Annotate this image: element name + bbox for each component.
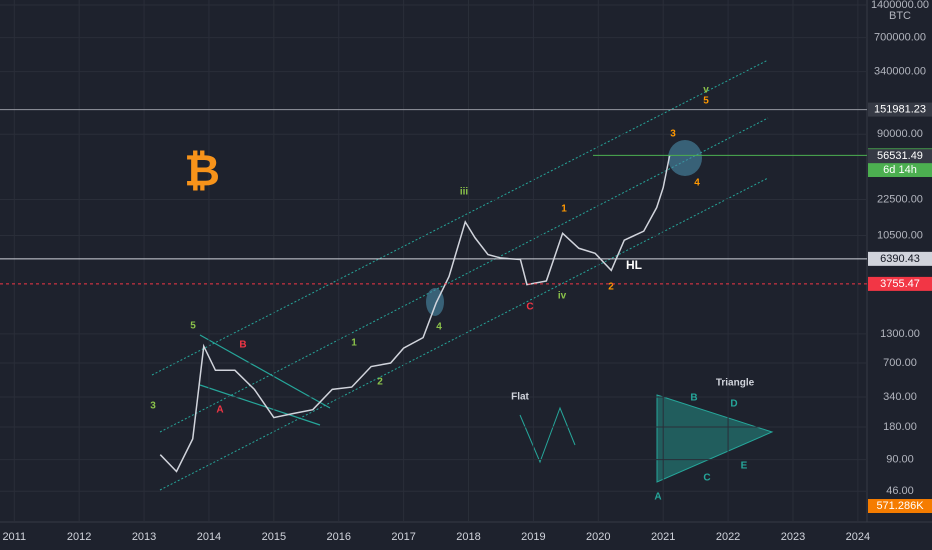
x-tick-label: 2014 bbox=[197, 531, 221, 543]
wave-label: iv bbox=[558, 291, 567, 302]
wave-label: B bbox=[690, 393, 697, 404]
flat-pattern bbox=[519, 406, 576, 464]
x-tick-label: 2019 bbox=[521, 531, 545, 543]
wave-label: 2 bbox=[608, 282, 614, 293]
wave-label: iii bbox=[460, 187, 469, 198]
wave-label: 5 bbox=[190, 321, 196, 332]
wave-label: 1 bbox=[561, 204, 567, 215]
x-tick-label: 2012 bbox=[67, 531, 91, 543]
symbol: BTC bbox=[889, 10, 911, 22]
wave-label: 4 bbox=[436, 322, 442, 333]
wave-label: HL bbox=[626, 258, 642, 272]
price-label: 56531.49 bbox=[877, 150, 923, 162]
wave-label: C bbox=[703, 473, 710, 484]
x-tick-label: 2015 bbox=[262, 531, 286, 543]
x-tick-label: 2013 bbox=[132, 531, 156, 543]
wave-label: A bbox=[654, 492, 661, 503]
price-label: 6390.43 bbox=[880, 253, 920, 265]
wave-label: 3 bbox=[670, 129, 676, 140]
wave-label: 2 bbox=[377, 377, 383, 388]
y-tick-label: 340000.00 bbox=[874, 66, 926, 78]
wave-label: D bbox=[730, 399, 737, 410]
x-tick-label: 2011 bbox=[2, 531, 26, 543]
x-tick-label: 2018 bbox=[456, 531, 480, 543]
wave-label: C bbox=[526, 302, 533, 313]
wave-label: 4 bbox=[694, 178, 700, 189]
y-tick-label: 700000.00 bbox=[874, 32, 926, 44]
y-tick-label: 180.00 bbox=[883, 421, 917, 433]
wave-label: A bbox=[216, 405, 223, 416]
annotations: HL Flat Triangle 5 3 B A C 1 2 iii 4 iv … bbox=[150, 85, 754, 503]
price-label: 151981.23 bbox=[874, 103, 926, 115]
wave-label: B bbox=[239, 340, 246, 351]
price-label: 3755.47 bbox=[880, 278, 920, 290]
wave-label: 3 bbox=[150, 401, 156, 412]
price-line bbox=[159, 155, 671, 473]
wave-label: Triangle bbox=[716, 378, 755, 389]
x-tick-label: 2024 bbox=[846, 531, 870, 543]
price-label-box bbox=[868, 102, 932, 117]
y-tick-label: 46.00 bbox=[886, 485, 914, 497]
y-tick-label: 1300.00 bbox=[880, 328, 920, 340]
price-label-box bbox=[868, 149, 932, 164]
x-tick-label: 2016 bbox=[326, 531, 350, 543]
countdown-box bbox=[868, 163, 932, 177]
y-tick-label: 90.00 bbox=[886, 454, 914, 466]
wave-label: v bbox=[703, 85, 709, 96]
x-tick-label: 2020 bbox=[586, 531, 610, 543]
wave-label: Flat bbox=[511, 392, 529, 403]
highlight bbox=[668, 140, 702, 176]
volume-box bbox=[868, 499, 932, 513]
y-tick-label: 90000.00 bbox=[877, 128, 923, 140]
volume-label: 571.286K bbox=[876, 500, 924, 512]
logo: ₿ bbox=[184, 147, 220, 196]
wave-label: 1 bbox=[351, 338, 357, 349]
y-tick-label: 22500.00 bbox=[877, 193, 923, 205]
trend-lines bbox=[199, 334, 331, 426]
countdown: 6d 14h bbox=[883, 164, 917, 176]
price-label-box bbox=[868, 251, 932, 266]
x-tick-label: 2021 bbox=[651, 531, 675, 543]
wave-label: 5 bbox=[703, 96, 709, 107]
x-tick-label: 2017 bbox=[391, 531, 415, 543]
x-tick-label: 2023 bbox=[781, 531, 805, 543]
y-tick-label: 700.00 bbox=[883, 357, 917, 369]
x-tick-label: 2022 bbox=[716, 531, 740, 543]
y-tick-label: 1400000.00 bbox=[871, 0, 929, 11]
price-label-box bbox=[868, 276, 932, 291]
triangle bbox=[656, 394, 774, 483]
y-tick-label: 340.00 bbox=[883, 391, 917, 403]
plot bbox=[0, 0, 867, 522]
y-tick-label: 10500.00 bbox=[877, 229, 923, 241]
wave-label: E bbox=[741, 461, 748, 472]
